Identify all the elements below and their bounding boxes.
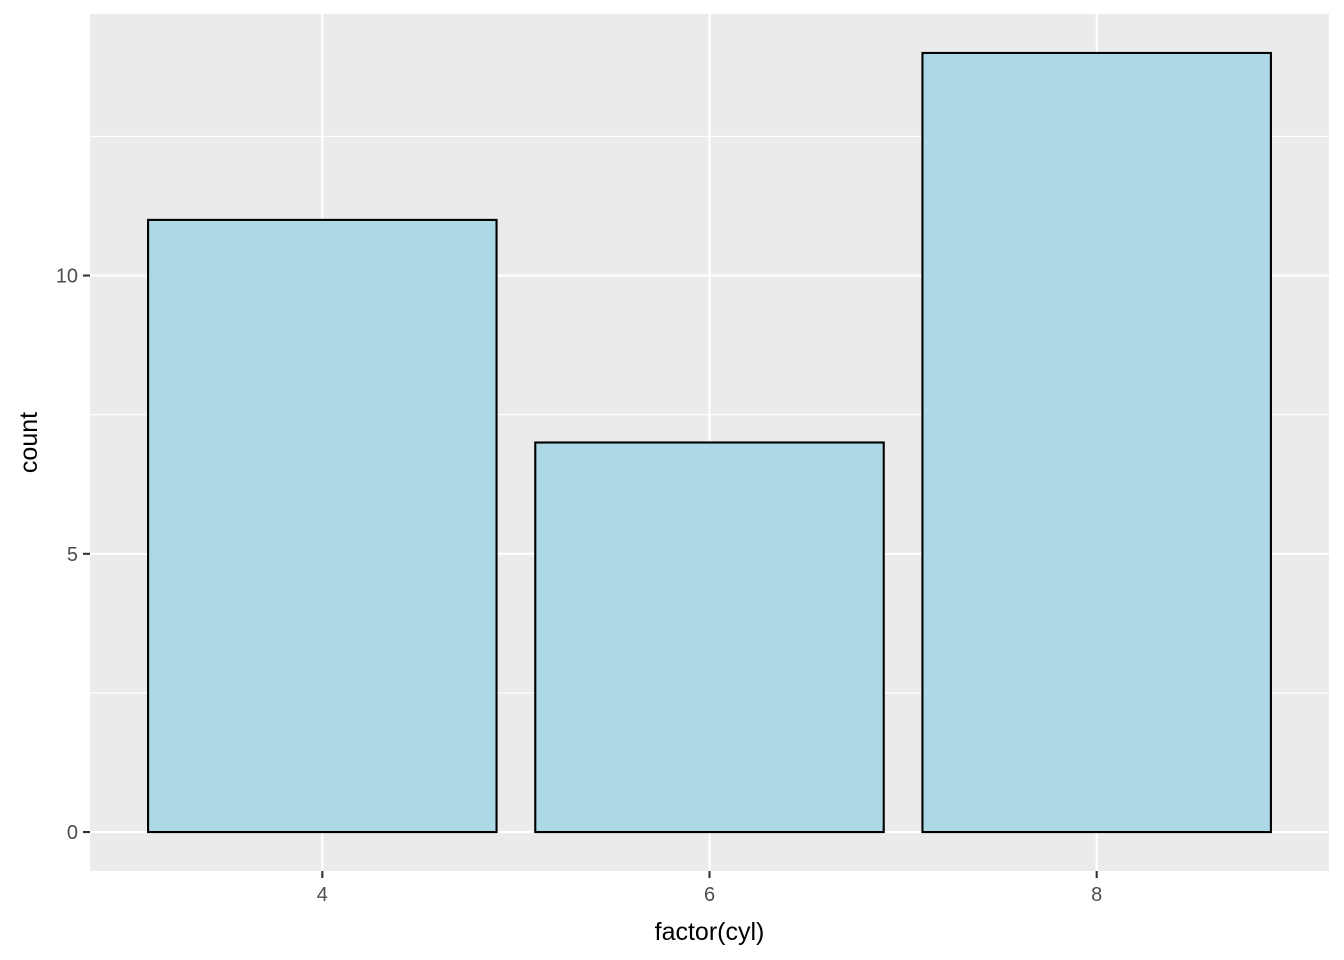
x-tick-label: 6 xyxy=(704,884,715,906)
bar xyxy=(147,218,498,834)
y-tick-label: 10 xyxy=(56,266,78,288)
bar xyxy=(921,51,1272,834)
y-axis-title: count xyxy=(15,412,43,473)
y-tick-label: 0 xyxy=(67,822,78,844)
x-axis: 4 6 8 xyxy=(317,871,1102,906)
x-axis-title: factor(cyl) xyxy=(655,918,765,946)
bars xyxy=(147,51,1272,834)
x-tick-label: 8 xyxy=(1091,884,1102,906)
x-tick-label: 4 xyxy=(317,884,328,906)
bar xyxy=(534,441,885,834)
y-axis: 0 5 10 xyxy=(56,266,90,844)
y-tick-label: 5 xyxy=(67,544,78,566)
